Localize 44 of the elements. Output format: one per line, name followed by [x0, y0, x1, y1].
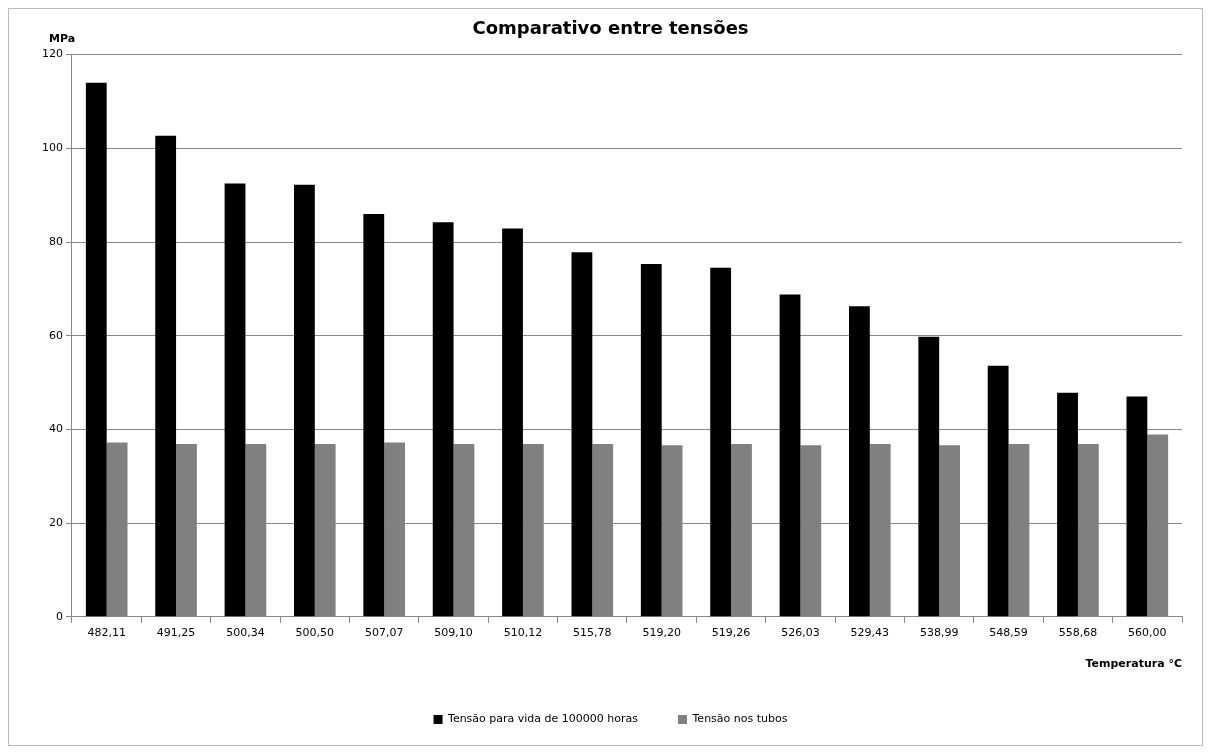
bar — [571, 252, 593, 617]
x-tick-label: 560,00 — [1128, 626, 1167, 640]
x-tick-label: 538,99 — [919, 626, 959, 640]
bar — [363, 213, 385, 617]
y-tick-label: 60 — [49, 328, 63, 342]
y-tick-label: 40 — [49, 422, 63, 436]
x-tick-label: 519,26 — [711, 626, 751, 640]
bar — [987, 365, 1009, 617]
x-tick-label: 526,03 — [781, 626, 820, 640]
x-tick-label: 529,43 — [850, 626, 890, 640]
bar — [294, 184, 315, 617]
x-tick-label: 509,10 — [434, 626, 473, 640]
x-tick-label: 482,11 — [87, 626, 126, 640]
bar — [224, 183, 246, 617]
x-tick-label: 500,34 — [226, 626, 265, 640]
y-tick-label: 100 — [42, 141, 63, 155]
bar — [849, 306, 870, 617]
legend-label: Tensão para vida de 100000 horas — [447, 712, 639, 726]
x-tick-label: 519,20 — [642, 626, 681, 640]
x-tick-label: 548,59 — [989, 626, 1028, 640]
bar — [918, 336, 940, 617]
chart-title: Comparativo entre tensões — [472, 17, 749, 39]
x-tick-label: 507,07 — [364, 626, 404, 640]
bar — [1057, 392, 1078, 617]
bar — [155, 135, 177, 617]
bar — [1126, 396, 1148, 617]
x-tick-label: 500,50 — [295, 626, 335, 640]
y-tick-label: 20 — [49, 515, 63, 529]
bar — [640, 264, 662, 617]
x-tick-label: 510,12 — [503, 626, 543, 640]
legend-label: Tensão nos tubos — [691, 712, 788, 726]
bar — [432, 222, 454, 617]
x-tick-label: 558,68 — [1058, 626, 1098, 640]
x-axis-title: Temperatura °C — [1085, 657, 1182, 671]
bar — [502, 228, 523, 617]
bar — [85, 82, 107, 617]
y-tick-label: 80 — [49, 234, 63, 248]
bar — [710, 267, 732, 617]
x-tick-label: 491,25 — [156, 626, 196, 640]
y-axis-title: MPa — [49, 31, 76, 45]
y-tick-label: 120 — [42, 47, 63, 61]
x-tick-label: 515,78 — [573, 626, 612, 640]
bar — [779, 294, 801, 617]
y-tick-label: 0 — [56, 609, 63, 623]
